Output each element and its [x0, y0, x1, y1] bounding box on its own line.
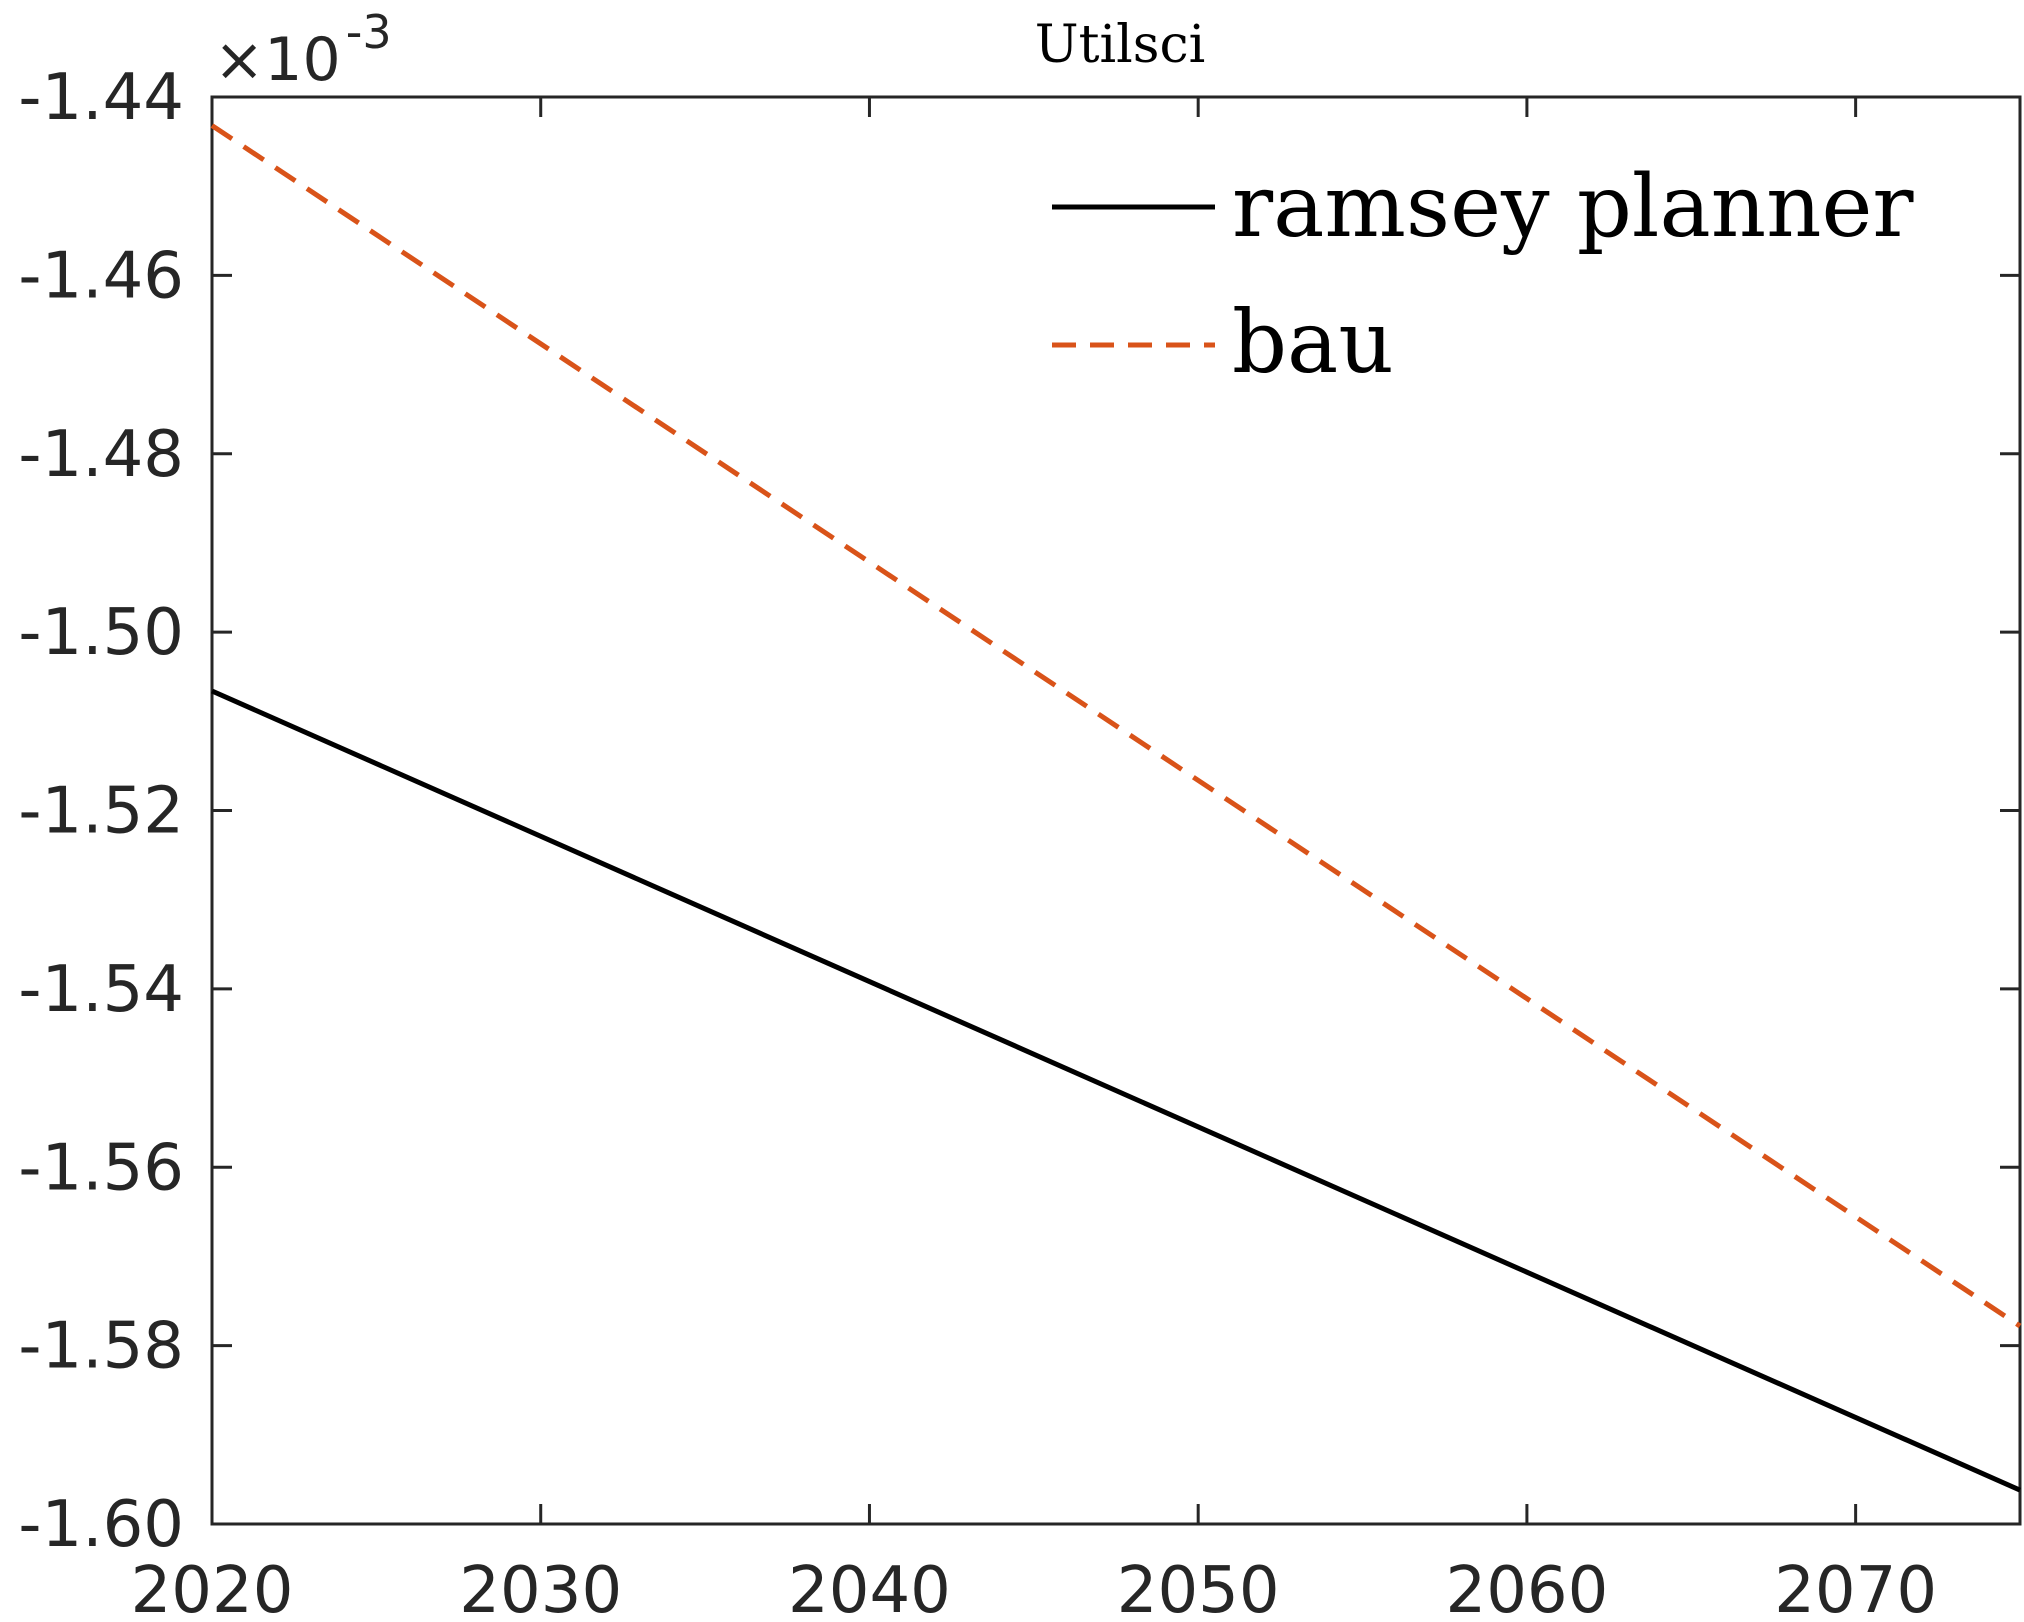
- x-tick-label: 2060: [1445, 1554, 1608, 1622]
- y-axis-multiplier: ×10 -3: [214, 5, 392, 95]
- y-tick-label: -1.48: [18, 418, 184, 492]
- axis-ticks: [210, 95, 2020, 1526]
- series-line-bau: [210, 123, 2022, 1329]
- series-layer: [210, 123, 2022, 1493]
- x-tick-label: 2070: [1774, 1554, 1937, 1622]
- y-axis-multiplier-exponent: -3: [346, 5, 392, 59]
- y-tick-label: -1.46: [18, 239, 184, 313]
- legend-label-ramsey-planner: ramsey planner: [1232, 157, 1914, 257]
- y-tick-label: -1.44: [18, 61, 184, 135]
- x-tick-label: 2050: [1117, 1554, 1280, 1622]
- y-axis-multiplier-base: ×10: [214, 25, 341, 95]
- legend: ramsey planner bau: [1052, 157, 1914, 393]
- tick-labels: 2020 2030 2040 2050 2060 2070 -1.44 -1.46 -1.48 -…: [18, 61, 1937, 1622]
- chart-title: Utilsci: [1035, 15, 1205, 75]
- x-tick-label: 2040: [788, 1554, 951, 1622]
- y-tick-label: -1.50: [18, 596, 184, 670]
- legend-label-bau: bau: [1232, 293, 1394, 393]
- y-tick-label: -1.58: [18, 1310, 184, 1384]
- x-tick-label: 2030: [459, 1554, 622, 1622]
- y-tick-label: -1.54: [18, 953, 184, 1027]
- y-tick-label: -1.52: [18, 775, 184, 849]
- y-tick-label: -1.56: [18, 1131, 184, 1205]
- series-line-ramsey-planner: [210, 688, 2022, 1493]
- y-tick-label: -1.60: [18, 1488, 184, 1562]
- x-tick-label: 2020: [131, 1554, 294, 1622]
